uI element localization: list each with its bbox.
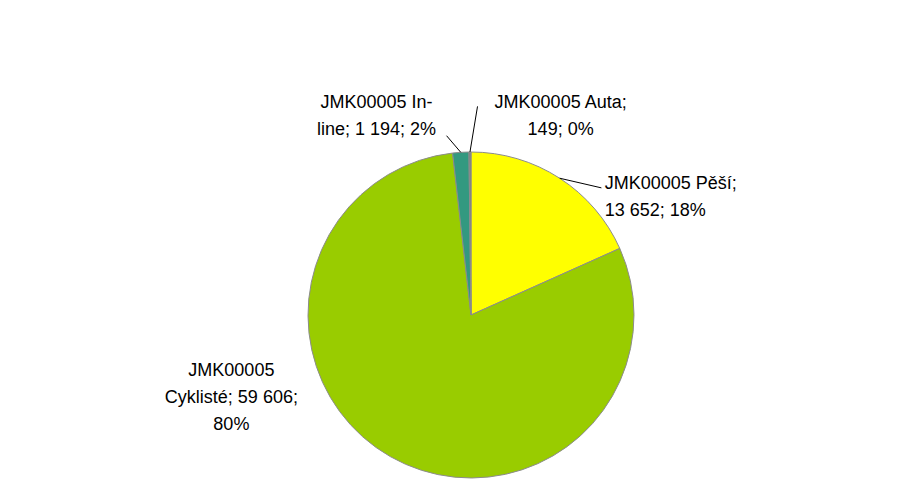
svg-text:JMK00005 Auta;149; 0%: JMK00005 Auta;149; 0%: [495, 91, 627, 138]
svg-text:JMK00005 Pěší;13 652; 18%: JMK00005 Pěší;13 652; 18%: [605, 173, 737, 220]
svg-text:JMK00005 In-line; 1 194; 2%: JMK00005 In-line; 1 194; 2%: [317, 91, 436, 138]
svg-text:JMK00005Cyklisté; 59 606;80%: JMK00005Cyklisté; 59 606;80%: [165, 360, 298, 434]
